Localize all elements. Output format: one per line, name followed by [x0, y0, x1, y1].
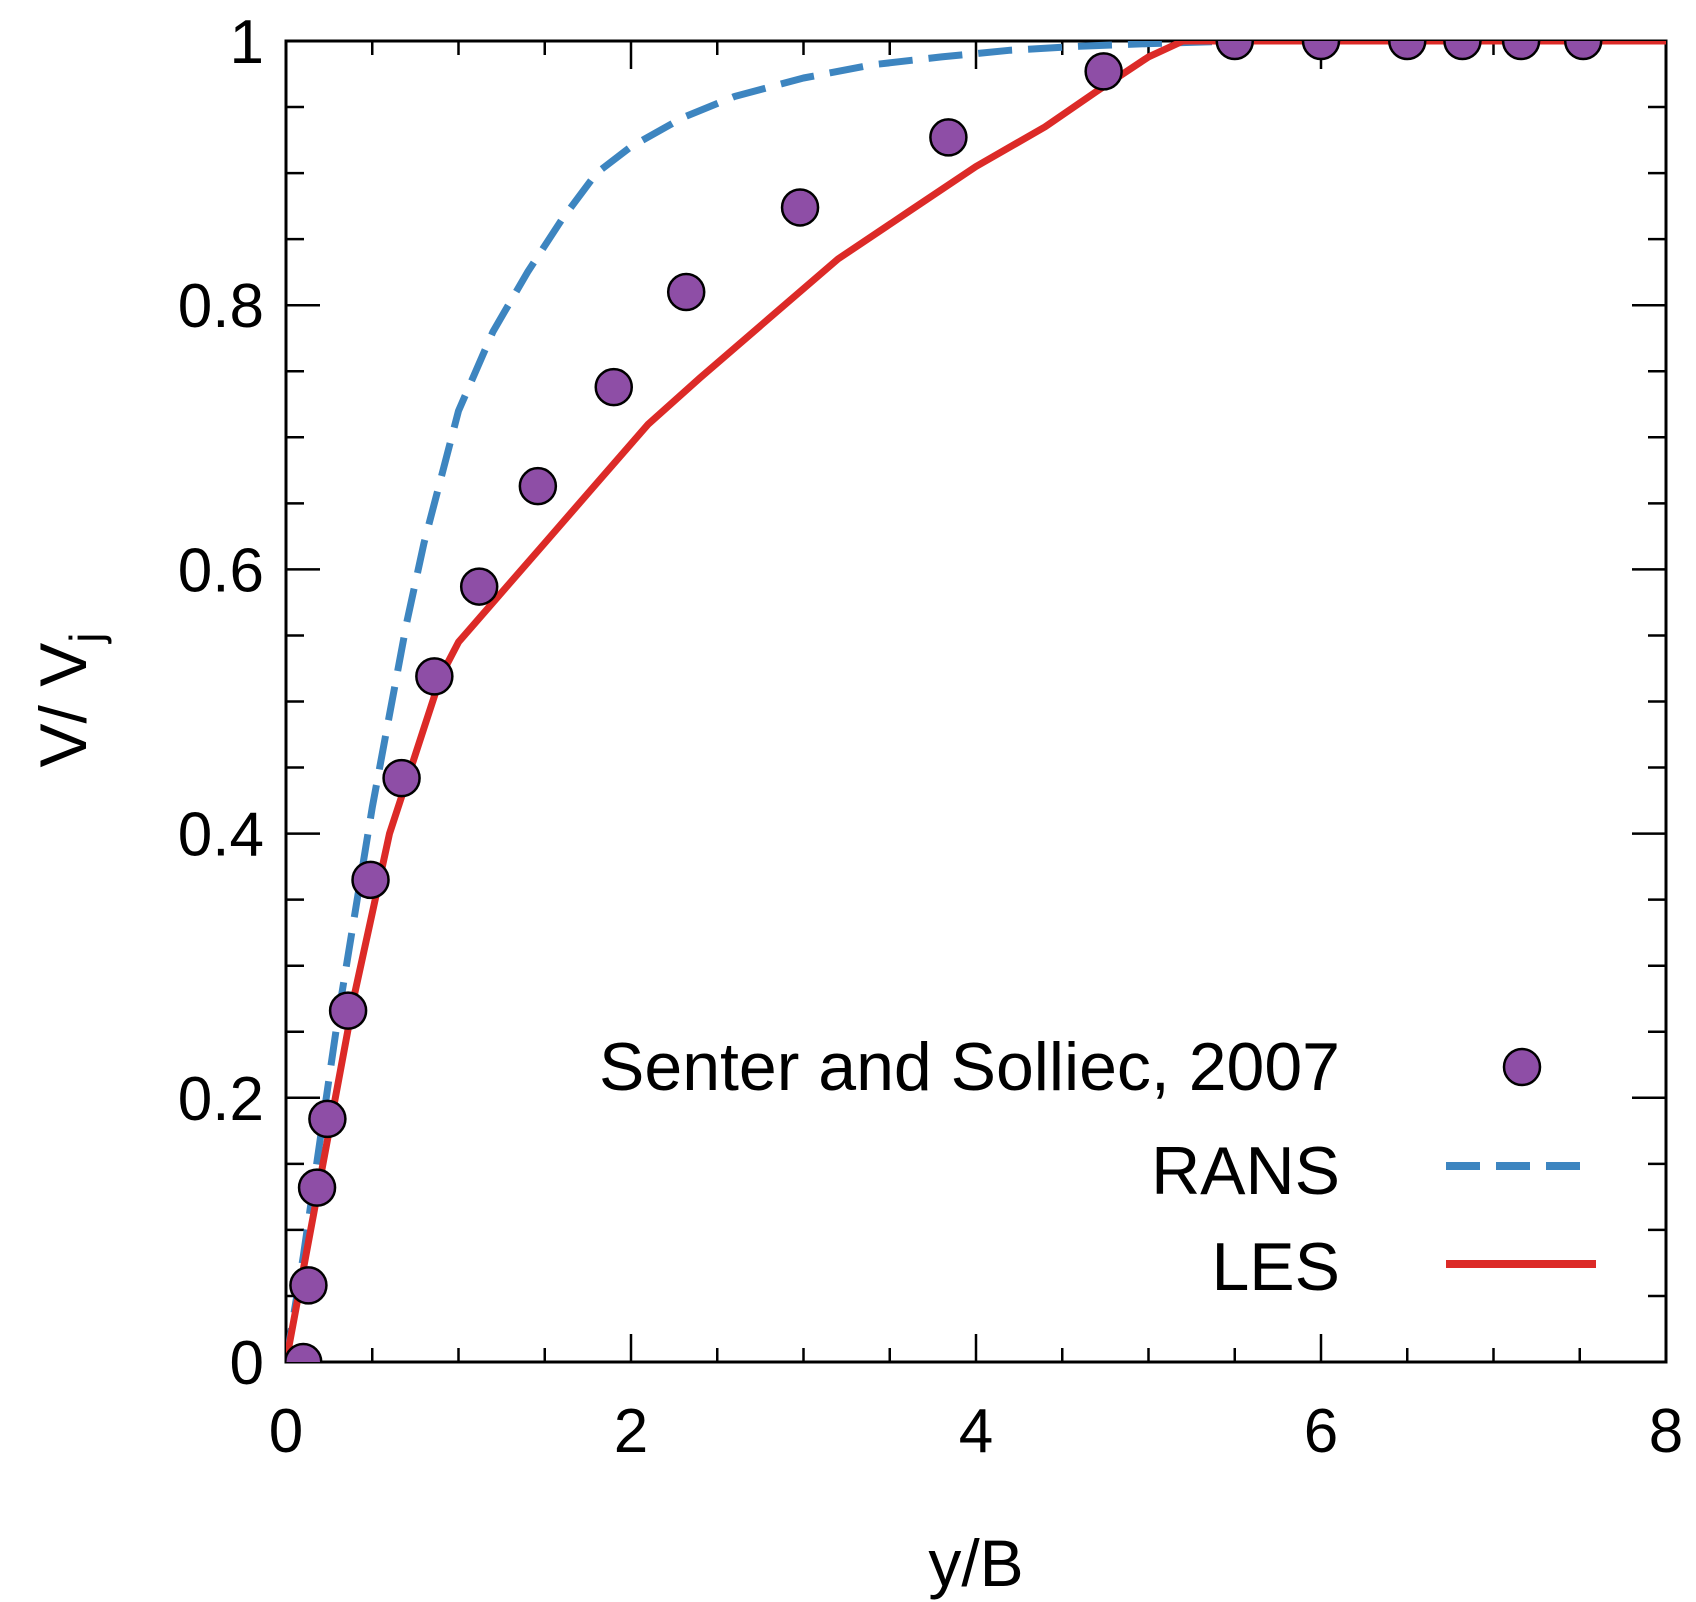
series-line-les	[286, 41, 1666, 1362]
data-point-senter-and-solliec-2007	[1563, 41, 1603, 61]
data-point-senter-and-solliec-2007	[308, 1099, 347, 1139]
legend-label-rans: RANS	[1151, 1133, 1340, 1209]
data-point-senter-and-solliec-2007	[289, 1266, 328, 1305]
y-tick-label: 0.2	[178, 1065, 264, 1134]
data-point-senter-and-solliec-2007	[929, 118, 968, 157]
x-tick-label: 4	[959, 1397, 993, 1466]
series-points	[286, 41, 1603, 1362]
data-point-senter-and-solliec-2007	[382, 758, 421, 798]
y-axis-label-subscript: j	[60, 633, 112, 645]
y-axis-label: V/ Vj	[26, 633, 112, 768]
data-point-senter-and-solliec-2007	[780, 188, 820, 227]
data-point-senter-and-solliec-2007	[1215, 41, 1254, 61]
x-tick-label: 8	[1649, 1397, 1683, 1466]
data-point-senter-and-solliec-2007	[518, 466, 558, 506]
legend-label-senter: Senter and Solliec, 2007	[599, 1029, 1340, 1105]
data-point-senter-and-solliec-2007	[415, 657, 454, 696]
data-point-senter-and-solliec-2007	[1084, 52, 1123, 91]
y-axis-label-main: V/ V	[26, 643, 100, 768]
y-tick-label: 0.6	[178, 536, 264, 605]
data-point-senter-and-solliec-2007	[1443, 41, 1482, 61]
x-tick-label: 6	[1304, 1397, 1338, 1466]
y-tick-label: 0.4	[178, 801, 264, 870]
legend-label-les: LES	[1211, 1229, 1340, 1305]
data-point-senter-and-solliec-2007	[328, 991, 368, 1030]
svg-text:V/ Vj: V/ Vj	[26, 633, 112, 768]
x-axis-label: y/B	[928, 1526, 1023, 1600]
data-point-senter-and-solliec-2007	[594, 367, 633, 407]
data-point-senter-and-solliec-2007	[1501, 41, 1541, 61]
data-point-senter-and-solliec-2007	[1388, 41, 1427, 61]
legend-marker-senter	[1502, 1047, 1542, 1087]
data-point-senter-and-solliec-2007	[459, 567, 499, 606]
axis-tick-labels: 0 2 4 6 8 0 0.2 0.4 0.6 0.8 1	[178, 8, 1683, 1466]
y-tick-label: 0.8	[178, 272, 264, 341]
data-point-senter-and-solliec-2007	[351, 860, 390, 900]
y-tick-label: 1	[230, 8, 264, 77]
data-point-senter-and-solliec-2007	[666, 272, 706, 312]
data-point-senter-and-solliec-2007	[297, 1168, 337, 1207]
y-tick-label: 0	[230, 1329, 264, 1398]
plot-area: 0 2 4 6 8 0 0.2 0.4 0.6 0.8 1	[178, 8, 1683, 1466]
x-tick-label: 0	[269, 1397, 303, 1466]
data-point-senter-and-solliec-2007	[1301, 41, 1341, 61]
x-tick-label: 2	[614, 1397, 648, 1466]
series-line-rans	[286, 41, 1666, 1362]
data-point-senter-and-solliec-2007	[286, 1342, 323, 1362]
series-lines	[286, 41, 1666, 1362]
legend: Senter and Solliec, 2007 RANS LES	[599, 1029, 1596, 1305]
